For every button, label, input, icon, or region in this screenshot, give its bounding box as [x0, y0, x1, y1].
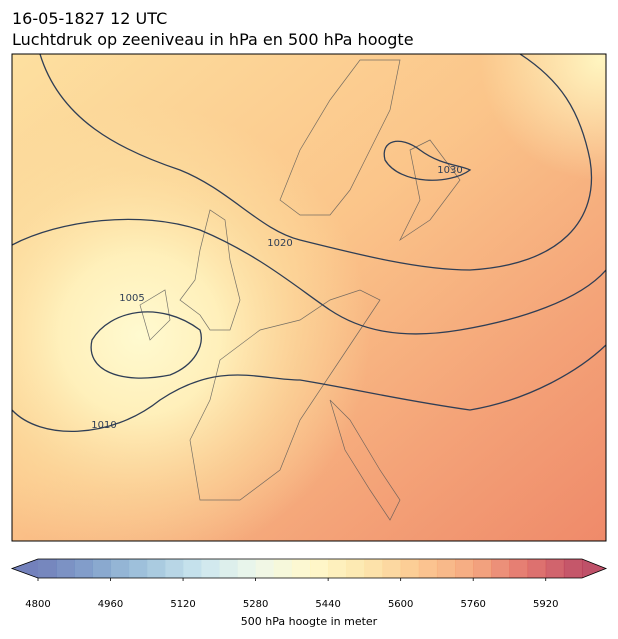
colorbar-band: [92, 559, 112, 578]
colorbar-tick-label: 4800: [25, 599, 50, 610]
colorbar-band: [473, 559, 492, 578]
isobar-label: 1020: [267, 238, 292, 249]
colorbar-extend: [582, 559, 606, 578]
colorbar-tick-label: 5120: [170, 599, 195, 610]
colorbar-band: [455, 559, 474, 578]
colorbar-band: [545, 559, 565, 578]
colorbar-band: [346, 559, 365, 578]
map: 1005 1010 1020 1030: [12, 54, 606, 541]
colorbar-band: [418, 559, 438, 578]
colorbar-band: [509, 559, 529, 578]
colorbar-band: [56, 559, 75, 578]
colorbar-band: [400, 559, 420, 578]
colorbar-tick-label: 5600: [388, 599, 413, 610]
isobar-label: 1005: [119, 293, 144, 304]
colorbar-band: [364, 559, 384, 578]
colorbar-tick-label: 4960: [98, 599, 123, 610]
colorbar-band: [328, 559, 347, 578]
isobar-label: 1010: [91, 420, 116, 431]
colorbar-band: [436, 559, 456, 578]
colorbar: 4800 4960 5120 5280 5440 5600 5760 5920: [10, 558, 608, 610]
colorbar-outline: [10, 558, 608, 579]
colorbar-band: [255, 559, 275, 578]
isobar-label: 1030: [437, 165, 462, 176]
colorbar-tick-label: 5920: [533, 599, 558, 610]
colorbar-band: [563, 559, 583, 578]
colorbar-band: [38, 559, 57, 578]
colorbar-band: [219, 559, 238, 578]
colorbar-band: [527, 559, 547, 578]
datetime: 16-05-1827 12 UTC: [12, 9, 167, 28]
colorbar-band: [146, 559, 166, 578]
colorbar-band: [273, 559, 293, 578]
colorbar-band: [237, 559, 257, 578]
colorbar-tick-label: 5760: [460, 599, 485, 610]
colorbar-band: [382, 559, 402, 578]
colorbar-tick-label: 5440: [315, 599, 340, 610]
colorbar-band: [201, 559, 220, 578]
title: Luchtdruk op zeeniveau in hPa en 500 hPa…: [12, 30, 414, 49]
colorbar-band: [310, 559, 329, 578]
map-frame: [11, 53, 607, 542]
colorbar-band: [110, 559, 130, 578]
colorbar-extend: [12, 559, 38, 578]
colorbar-label: 500 hPa hoogte in meter: [241, 615, 378, 628]
colorbar-band: [74, 559, 93, 578]
colorbar-tick-label: 5280: [243, 599, 268, 610]
colorbar-band: [128, 559, 148, 578]
colorbar-band: [491, 559, 510, 578]
colorbar-band: [291, 559, 311, 578]
colorbar-band: [183, 559, 202, 578]
colorbar-band: [164, 559, 184, 578]
